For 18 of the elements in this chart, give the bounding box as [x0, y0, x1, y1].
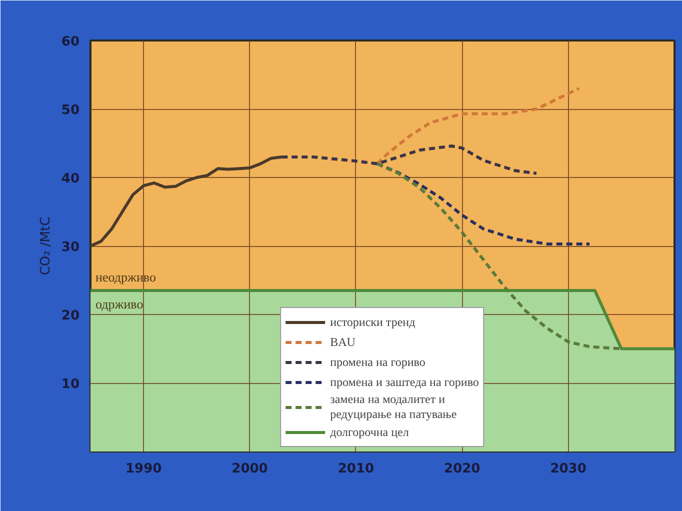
legend-label: историски тренд [330, 314, 416, 330]
annotation: одрживо [96, 296, 144, 312]
x-tick-label: 2020 [444, 462, 480, 476]
y-tick-label: 30 [61, 240, 80, 255]
x-tick-label: 2030 [550, 462, 586, 476]
y-tick-label: 60 [61, 34, 80, 50]
legend-label: долгорочна цел [330, 424, 409, 440]
x-tick-label: 2000 [232, 462, 268, 476]
legend-label: промена и заштеда на гориво [330, 374, 479, 390]
y-tick-label: 20 [61, 308, 80, 324]
legend-label: BAU [330, 334, 356, 350]
y-axis-title: CO₂ /MtC [38, 216, 54, 276]
y-tick-label: 50 [61, 103, 80, 118]
x-tick-label: 2010 [338, 462, 374, 476]
y-tick-label: 40 [61, 172, 80, 186]
y-tick-label: 10 [61, 377, 80, 392]
legend-label: промена на гориво [330, 354, 426, 370]
x-tick-label: 1990 [126, 462, 162, 476]
